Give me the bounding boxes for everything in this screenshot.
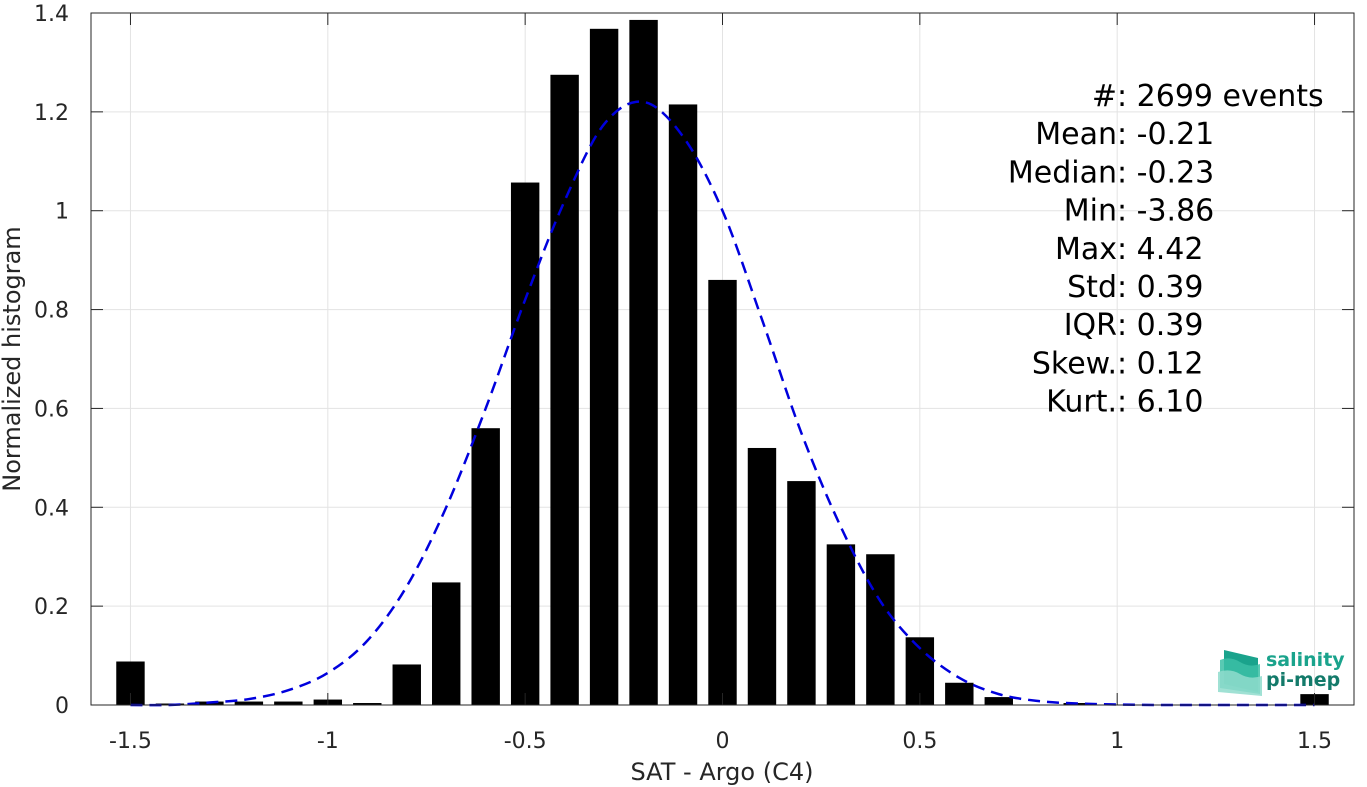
histogram-bar — [274, 701, 303, 705]
y-tick-label: 1 — [55, 200, 69, 225]
x-tick-label: 0.5 — [902, 729, 937, 754]
stat-value: : -3.86 — [1117, 194, 1214, 229]
histogram-bar — [668, 104, 698, 705]
histogram-bar — [866, 554, 895, 705]
stat-value: : 2699 events — [1117, 79, 1324, 114]
x-axis-label: SAT - Argo (C4) — [631, 758, 814, 786]
x-tick-label: -1.5 — [109, 729, 152, 754]
histogram-bar — [984, 697, 1013, 705]
y-tick-label: 0.4 — [34, 496, 69, 521]
x-tick-labels: -1.5 -1 -0.5 0 0.5 1 1.5 — [109, 729, 1332, 754]
y-tick-label: 0.6 — [34, 397, 69, 422]
stat-value: : 0.12 — [1117, 346, 1203, 381]
stat-label: Min — [1064, 194, 1117, 229]
salinity-pi-mep-logo: salinity pi-mep — [1218, 649, 1345, 696]
histogram-bar — [471, 428, 500, 705]
x-tick-label: -0.5 — [504, 729, 547, 754]
y-tick-label: 0.8 — [34, 299, 69, 324]
histogram-bar — [826, 544, 856, 705]
bars — [116, 19, 1329, 706]
y-tick-label: 1.4 — [34, 2, 69, 27]
stat-label: Mean — [1035, 117, 1117, 152]
stat-value: : 0.39 — [1117, 308, 1203, 343]
stat-label: IQR — [1064, 308, 1117, 343]
y-tick-label: 0 — [55, 694, 69, 719]
y-axis-label: Normalized histogram — [0, 226, 26, 491]
stat-value: : 6.10 — [1117, 385, 1203, 420]
x-tick-label: 1 — [1110, 729, 1124, 754]
logo-line2: pi-mep — [1266, 669, 1340, 691]
y-tick-label: 0.2 — [34, 595, 69, 620]
wave-logo-icon — [1218, 650, 1262, 696]
y-tick-labels: 0 0.2 0.4 0.6 0.8 1 1.2 1.4 — [34, 2, 69, 719]
histogram-bar — [589, 28, 619, 706]
x-tick-label: -1 — [317, 729, 339, 754]
histogram-bar — [510, 182, 540, 706]
y-tick-label: 1.2 — [34, 101, 69, 126]
gaussian-fit-line — [130, 100, 1315, 707]
stat-label: Max — [1055, 232, 1117, 267]
stat-value: : 0.39 — [1117, 270, 1203, 305]
stat-value: : -0.23 — [1117, 155, 1214, 190]
stat-label: Kurt. — [1046, 385, 1117, 420]
histogram-bar — [550, 74, 579, 706]
histogram-bar — [353, 703, 382, 705]
stat-label: Std — [1067, 270, 1117, 305]
x-tick-label: 0 — [716, 729, 730, 754]
histogram-bar — [629, 19, 658, 706]
fit-curve — [130, 100, 1315, 707]
x-tick-label: 1.5 — [1297, 729, 1332, 754]
histogram-bar — [432, 582, 461, 705]
histogram-bar — [708, 279, 737, 705]
histogram-bar — [392, 664, 421, 705]
histogram-bar — [787, 481, 816, 705]
logo-line1: salinity — [1266, 649, 1345, 671]
histogram-bar — [747, 447, 777, 705]
histogram-bar — [945, 682, 974, 705]
axes — [90, 12, 1355, 706]
stat-value: : 4.42 — [1117, 232, 1203, 267]
stat-label: # — [1092, 79, 1117, 114]
stat-label: Skew. — [1032, 346, 1117, 381]
stat-value: : -0.21 — [1117, 117, 1214, 152]
stat-label: Median — [1008, 155, 1117, 190]
histogram-bar — [234, 701, 264, 705]
